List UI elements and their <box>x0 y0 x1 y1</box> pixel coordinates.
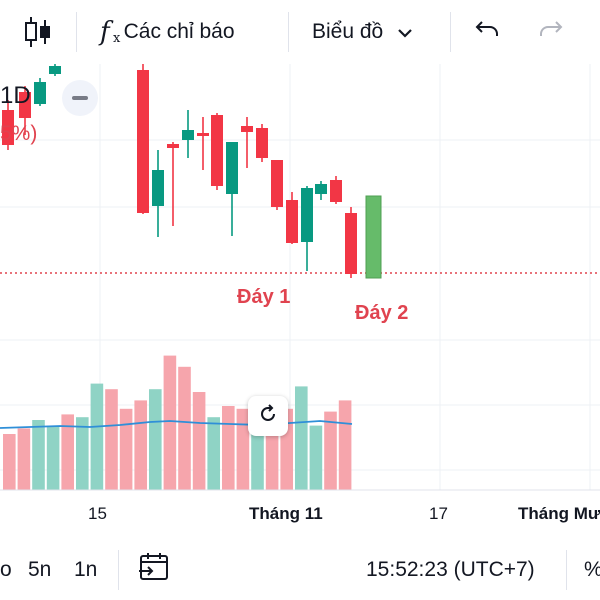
chart-pane[interactable] <box>0 64 600 528</box>
undo-icon <box>474 18 500 46</box>
volume-bar <box>324 411 337 490</box>
bottom-divider <box>118 550 119 590</box>
range-1n-button[interactable]: 1n <box>74 558 98 581</box>
goto-date-button[interactable] <box>138 540 172 600</box>
candle-body <box>2 110 14 145</box>
candle-body <box>49 66 61 74</box>
volume-bar <box>119 408 133 490</box>
annotation-bottom-1: Đáy 1 <box>237 286 291 308</box>
calendar-goto-icon <box>138 551 172 589</box>
candle-body <box>256 128 268 158</box>
volume-bar <box>236 408 250 490</box>
candle-body <box>315 184 327 194</box>
volume-bar <box>46 425 60 490</box>
toolbar-divider <box>450 12 451 52</box>
clock-timezone[interactable]: 15:52:23 (UTC+7) <box>366 558 535 581</box>
time-axis-label: Tháng Mư <box>518 504 600 523</box>
volume-bar <box>192 392 206 490</box>
reset-icon <box>257 403 279 430</box>
chart-canvas[interactable] <box>0 64 600 528</box>
candle-body <box>167 144 179 148</box>
change-percent-label: 5%) <box>0 122 38 145</box>
candle-body <box>137 70 149 213</box>
minus-icon <box>72 96 88 100</box>
candle-body <box>182 130 194 140</box>
interval-label: 1D <box>0 82 31 109</box>
time-axis-label: 15 <box>88 504 107 523</box>
volume-bar <box>309 425 323 490</box>
volume-bar <box>32 420 45 490</box>
collapse-legend-button[interactable] <box>62 80 98 116</box>
volume-bar <box>163 355 177 490</box>
bottom-toolbar: o 5n 1n 15:52:23 (UTC+7) % <box>0 540 600 600</box>
toolbar-divider <box>76 12 77 52</box>
time-axis-label: 17 <box>429 504 448 523</box>
candle-body <box>301 188 313 242</box>
candle-body <box>271 160 283 207</box>
candle-body <box>241 126 253 132</box>
percent-toggle[interactable]: % <box>584 540 600 600</box>
redo-icon <box>538 18 564 46</box>
volume-bar <box>338 400 352 490</box>
annotation-bottom-2: Đáy 2 <box>355 302 409 324</box>
candle-body <box>152 170 164 206</box>
undo-button[interactable] <box>474 0 500 64</box>
indicators-label: Các chỉ báo <box>123 20 235 43</box>
volume-bar <box>265 420 279 490</box>
volume-bar <box>178 366 191 490</box>
candlestick-icon[interactable] <box>22 0 54 64</box>
time-axis-label: Tháng 11 <box>249 504 323 523</box>
range-button[interactable]: o <box>0 558 12 581</box>
volume-bar <box>90 383 104 490</box>
toolbar-divider <box>288 12 289 52</box>
range-5n-button[interactable]: 5n <box>28 558 52 581</box>
volume-bar <box>3 434 16 490</box>
candle-body <box>19 92 31 118</box>
chevron-down-icon <box>397 20 413 44</box>
reset-chart-button[interactable] <box>248 396 288 436</box>
volume-bar <box>222 406 235 490</box>
volume-bar <box>105 389 118 490</box>
candle-body <box>226 142 238 194</box>
volume-bar <box>134 400 147 490</box>
volume-bar <box>76 417 89 490</box>
candle-body <box>345 213 357 274</box>
redo-button[interactable] <box>538 0 564 64</box>
volume-bar <box>207 417 220 490</box>
candle-body <box>211 115 223 186</box>
chart-type-label: Biểu đồ <box>312 20 384 43</box>
volume-bar <box>149 389 162 490</box>
candle-body <box>34 82 46 104</box>
volume-ma-line <box>0 420 353 429</box>
volume-bar <box>17 428 31 490</box>
candle-body <box>197 133 209 136</box>
candle-body-current <box>365 195 382 279</box>
candle-body <box>330 180 342 202</box>
volume-bar <box>295 386 308 490</box>
chart-type-button[interactable]: Biểu đồ <box>312 0 413 64</box>
candle-body <box>286 200 298 243</box>
bottom-divider <box>566 550 567 590</box>
volume-bar <box>61 414 74 490</box>
